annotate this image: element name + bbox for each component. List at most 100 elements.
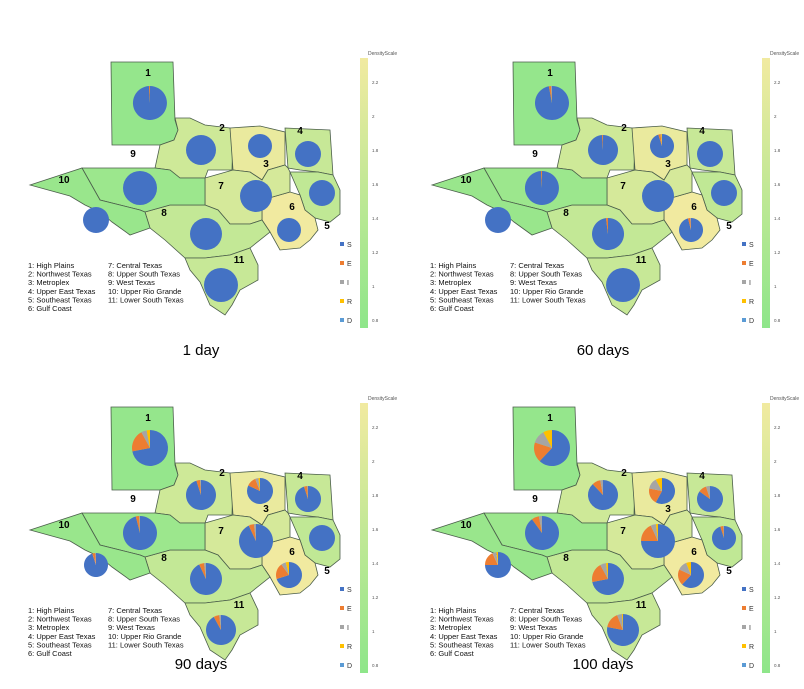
pie-9 — [123, 171, 157, 205]
colorbar-tick: 1.6 — [774, 182, 781, 187]
colorbar-tick: 2.2 — [774, 425, 781, 430]
colorbar-tick: 1.8 — [774, 148, 781, 153]
region-legend-item: 5: Southeast Texas — [430, 640, 494, 649]
pie-slice-6-S — [679, 217, 704, 243]
colorbar-tick: 2.2 — [372, 425, 379, 430]
pie-slice-7-R — [655, 524, 658, 541]
colorbar-tick: 1 — [774, 284, 777, 289]
region-legend-item: 10: Upper Rio Grande — [108, 632, 181, 641]
region-number-3: 3 — [665, 504, 671, 515]
region-number-3: 3 — [263, 504, 269, 515]
pie-slice-6-R — [686, 562, 691, 575]
pie-slice-2-S — [185, 480, 216, 510]
pie-slice-3-S — [650, 134, 675, 158]
pie-key-label-I: I — [347, 625, 349, 632]
pie-slice-8-E — [199, 563, 206, 579]
pie-8 — [592, 217, 625, 250]
region-legend-item: 8: Upper South Texas — [510, 615, 582, 624]
pie-key-label-S: S — [347, 242, 352, 249]
region-number-1: 1 — [145, 68, 151, 79]
pie-slice-2-E — [592, 480, 603, 495]
pie-2 — [186, 135, 216, 165]
pie-slice-3-E — [648, 488, 662, 503]
pie-key-label-S: S — [347, 587, 352, 594]
region-number-1: 1 — [547, 413, 553, 424]
pie-5 — [712, 525, 737, 550]
pie-slice-1-I — [550, 85, 552, 103]
pie-key-label-E: E — [749, 261, 754, 268]
pie-1 — [132, 430, 169, 466]
region-legend-item: 4: Upper East Texas — [28, 632, 96, 641]
pie-6 — [277, 218, 301, 242]
region-number-10: 10 — [460, 175, 472, 186]
colorbar-tick: 1.6 — [774, 527, 781, 532]
pie-8 — [591, 563, 624, 595]
pie-1 — [534, 430, 571, 466]
region-number-2: 2 — [219, 123, 225, 134]
pie-slice-8-R — [605, 563, 608, 579]
region-legend-item: 4: Upper East Texas — [28, 287, 96, 296]
pie-8 — [190, 218, 222, 250]
pie-6 — [679, 217, 704, 243]
colorbar-tick: 1 — [774, 629, 777, 634]
pie-4 — [295, 141, 321, 167]
region-10 — [430, 167, 553, 236]
pie-key-swatch-R — [340, 644, 344, 648]
colorbar-tick: 1.8 — [372, 148, 379, 153]
map-panel-2: 1 2 3 4 5 6 7 8 9 10 11 1: High Plains 2: Northwest … — [402, 0, 804, 344]
pie-7 — [239, 524, 274, 558]
pie-slice-1-S — [534, 86, 569, 120]
pie-slice-10-E — [92, 553, 96, 565]
pie-5 — [309, 180, 335, 206]
pie-4 — [697, 141, 723, 167]
pie-slice-8-S — [189, 563, 222, 595]
region-number-9: 9 — [532, 494, 538, 505]
pie-3 — [648, 478, 676, 504]
region-legend-item: 6: Gulf Coast — [430, 304, 475, 313]
region-number-6: 6 — [289, 547, 295, 558]
region-legend-item: 2: Northwest Texas — [430, 270, 494, 279]
pie-key-swatch-S — [742, 587, 746, 591]
pie-slice-7-I — [253, 524, 256, 541]
pie-6 — [677, 562, 704, 588]
pie-slice-3-R — [661, 133, 662, 146]
pie-slice-4-I — [307, 486, 308, 499]
colorbar-tick: 2 — [372, 114, 375, 119]
pie-4 — [696, 486, 723, 512]
pie-slice-6-I — [690, 217, 691, 230]
region-legend-item: 11: Lower South Texas — [108, 295, 184, 304]
pie-key-swatch-S — [340, 587, 344, 591]
region-legend-item: 5: Southeast Texas — [28, 295, 92, 304]
pie-slice-7-S — [642, 180, 674, 212]
region-number-11: 11 — [234, 600, 245, 611]
pie-slice-8-I — [600, 563, 608, 579]
region-legend-item: 8: Upper South Texas — [510, 270, 582, 279]
region-legend-item: 11: Lower South Texas — [510, 640, 586, 649]
pie-7 — [641, 524, 675, 558]
pie-11 — [204, 268, 238, 302]
colorbar-tick: 2 — [774, 114, 777, 119]
pie-10 — [83, 207, 109, 233]
region-number-2: 2 — [621, 123, 627, 134]
colorbar-tick: 0.8 — [774, 663, 781, 668]
colorbar-tick: 0.8 — [372, 318, 379, 323]
colorbar-tick: 1.4 — [372, 216, 379, 221]
region-number-8: 8 — [161, 208, 167, 219]
region-number-2: 2 — [219, 468, 225, 479]
pie-slice-7-E — [248, 524, 256, 541]
pie-slice-2-S — [588, 480, 619, 510]
region-number-1: 1 — [547, 68, 553, 79]
pie-slice-10-R — [496, 552, 498, 565]
colorbar-tick: 1.2 — [774, 595, 781, 600]
colorbar-tick: 2 — [774, 459, 777, 464]
colorbar-tick: 2.2 — [774, 80, 781, 85]
region-legend-item: 11: Lower South Texas — [510, 295, 586, 304]
pie-2 — [588, 480, 619, 510]
pie-slice-9-E — [540, 170, 542, 188]
region-legend-item: 6: Gulf Coast — [28, 649, 73, 658]
region-number-9: 9 — [130, 149, 136, 160]
region-legend-item: 10: Upper Rio Grande — [510, 287, 583, 296]
region-legend-item: 1: High Plains — [430, 606, 477, 615]
